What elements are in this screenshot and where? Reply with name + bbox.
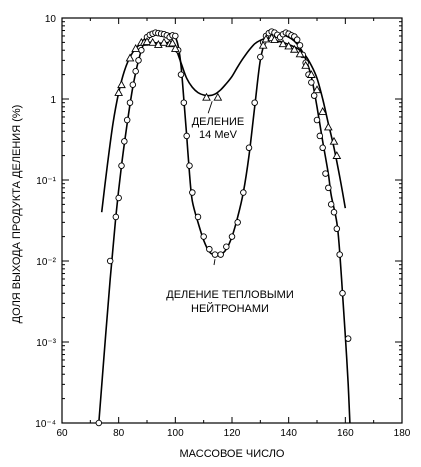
x-tick-label: 140 (280, 428, 297, 439)
data-point-circle (336, 251, 343, 258)
mev14-label-line: ДЕЛЕНИЕ (192, 116, 245, 128)
data-point-circle (177, 71, 185, 78)
data-point-circle (206, 245, 213, 253)
data-point-circle (186, 162, 193, 169)
x-tick-label: 60 (56, 428, 68, 439)
data-point-triangle (306, 70, 316, 78)
data-point-circle (194, 213, 202, 221)
data-point-triangle (301, 60, 311, 69)
x-tick-label: 120 (224, 428, 241, 439)
x-tick-label: 180 (394, 428, 411, 439)
data-point-triangle (329, 136, 339, 145)
data-point-circle (121, 138, 128, 145)
data-point-circle (330, 208, 338, 216)
data-point-circle (189, 189, 196, 196)
data-point-triangle (114, 88, 124, 96)
x-tick-label: 160 (337, 428, 354, 439)
data-point-circle (228, 233, 236, 240)
data-point-triangle (153, 40, 163, 48)
data-point-circle (245, 144, 253, 152)
y-tick-label: 10⁻¹ (36, 176, 56, 187)
data-point-triangle (295, 49, 305, 58)
y-axis-label: ДОЛЯ ВЫХОДА ПРОДУКТА ДЕЛЕНИЯ (%) (11, 105, 23, 324)
y-tick-label: 1 (50, 95, 56, 106)
axis-ticks: 60 80 100 120 140 160 180 10 1 10⁻¹ 10⁻² 10⁻³ 10⁻⁴ (35, 14, 410, 439)
thermal-pointer (213, 259, 216, 266)
data-point-circle (95, 419, 103, 427)
data-point-circle (310, 92, 318, 99)
data-point-circle (316, 132, 324, 140)
mev14-label-line: 14 MeV (199, 129, 238, 141)
series-markers (95, 28, 352, 427)
x-tick-label: 80 (113, 428, 125, 439)
data-point-triangle (131, 43, 141, 52)
data-point-circle (333, 225, 341, 233)
data-point-triangle (332, 151, 342, 159)
thermal-label-line: НЕЙТРОНАМИ (191, 302, 269, 315)
plot-frame (61, 17, 403, 424)
data-point-triangle (125, 53, 135, 62)
data-point-circle (172, 32, 179, 40)
data-point-circle (325, 184, 332, 192)
data-point-circle (308, 79, 315, 86)
data-point-triangle (142, 37, 152, 46)
data-point-triangle (170, 43, 180, 52)
data-point-circle (129, 81, 137, 88)
data-point-circle (257, 53, 264, 61)
data-point-circle (183, 132, 190, 140)
data-point-triangle (289, 44, 299, 53)
data-point-circle (126, 99, 134, 106)
data-point-triangle (323, 122, 333, 131)
data-point-triangle (117, 80, 126, 89)
data-point-circle (217, 251, 224, 258)
data-point-circle (138, 46, 145, 54)
data-point-triangle (278, 39, 288, 48)
data-point-circle (200, 233, 207, 240)
data-point-triangle (213, 92, 223, 101)
data-point-triangle (202, 92, 211, 101)
data-point-circle (211, 251, 219, 258)
thermal-neutron-curve (98, 31, 351, 424)
y-tick-label: 10 (45, 14, 57, 25)
data-point-circle (118, 162, 125, 169)
data-point-circle (322, 170, 329, 177)
plot-border (61, 17, 403, 424)
data-point-circle (327, 201, 335, 208)
y-tick-label: 10⁻⁴ (35, 419, 56, 430)
data-point-circle (344, 335, 352, 342)
data-point-circle (132, 68, 139, 75)
data-point-triangle (270, 35, 279, 44)
data-point-triangle (148, 37, 158, 46)
data-point-triangle (258, 40, 268, 49)
data-point-circle (135, 57, 142, 64)
data-point-triangle (159, 37, 169, 46)
x-axis-label: МАССОВОЕ ЧИСЛО (180, 448, 285, 460)
data-point-circle (339, 289, 346, 297)
data-point-circle (293, 36, 301, 43)
thermal-label-line: ДЕЛЕНИЕ ТЕПЛОВЫМИ (166, 289, 293, 301)
data-point-circle (223, 243, 230, 250)
data-point-circle (319, 144, 326, 152)
data-point-circle (296, 42, 304, 49)
x-tick-label: 100 (167, 428, 184, 439)
data-point-circle (112, 213, 120, 221)
data-point-triangle (318, 107, 328, 115)
data-point-circle (313, 116, 321, 124)
mev14-pointer (207, 101, 213, 114)
data-point-circle (251, 99, 258, 106)
data-point-circle (240, 189, 247, 196)
y-tick-label: 10⁻³ (36, 338, 56, 349)
data-point-circle (106, 257, 114, 265)
y-tick-label: 10⁻² (36, 257, 56, 268)
series-curves (98, 31, 351, 424)
data-point-triangle (284, 41, 294, 50)
data-point-circle (115, 194, 122, 202)
data-point-circle (180, 99, 188, 106)
data-point-triangle (312, 85, 322, 94)
data-point-circle (123, 116, 131, 124)
data-point-circle (234, 219, 241, 226)
data-point-triangle (168, 38, 177, 47)
